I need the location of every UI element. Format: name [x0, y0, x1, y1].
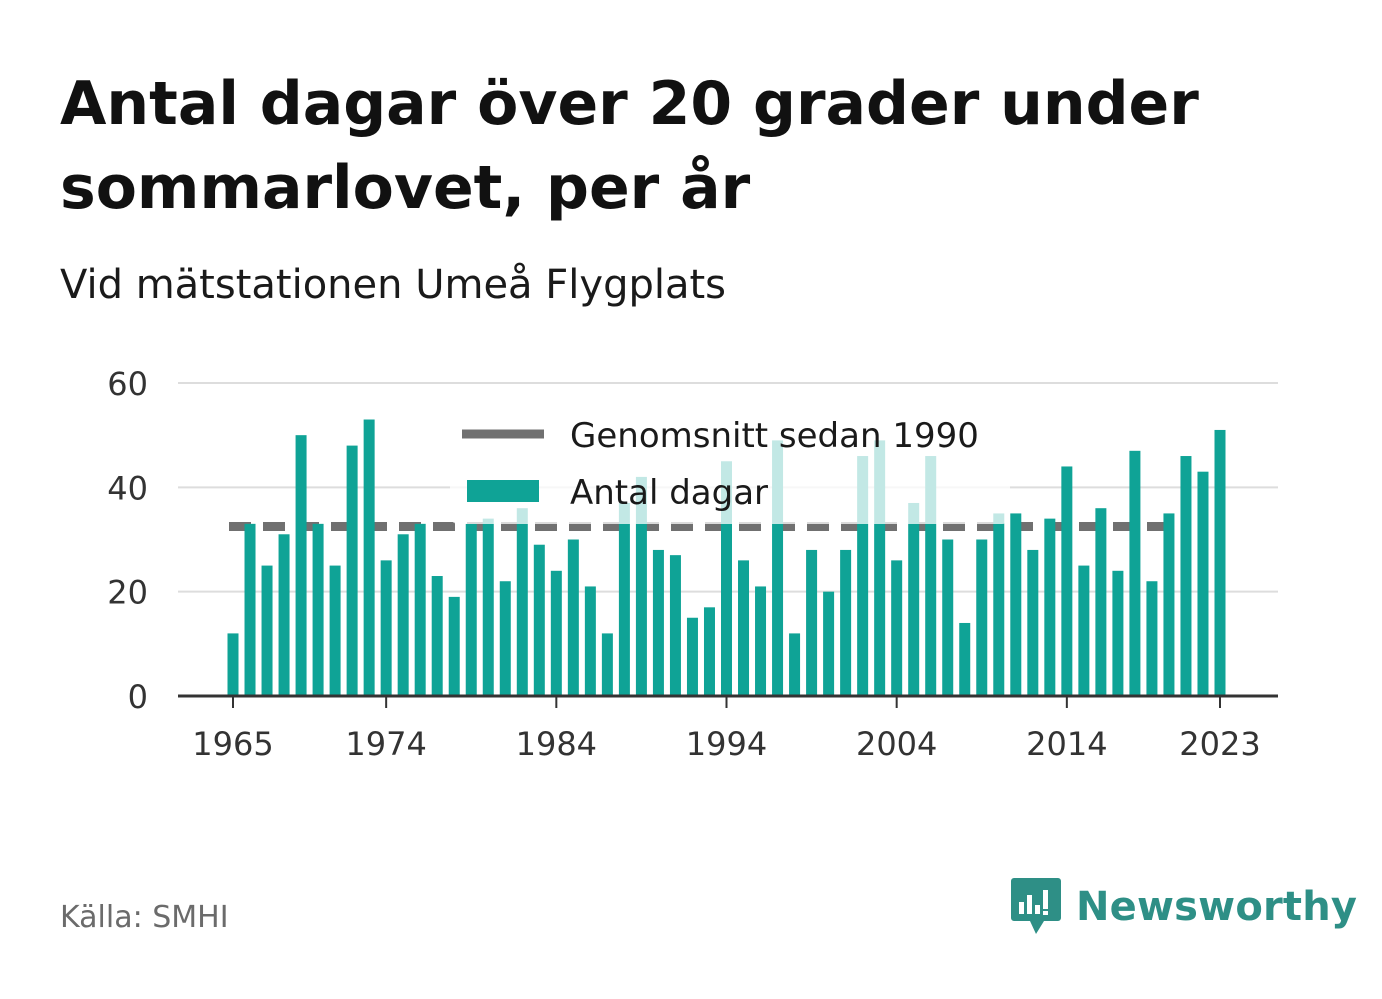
- bar: [533, 544, 545, 696]
- x-tick-label: 1965: [192, 725, 273, 763]
- bar: [755, 586, 767, 696]
- bar: [1163, 513, 1175, 696]
- bar: [1044, 518, 1056, 696]
- bar: [448, 596, 460, 696]
- bar: [823, 591, 835, 696]
- x-tick-label: 2023: [1179, 725, 1260, 763]
- bar: [891, 560, 903, 696]
- legend-label-average: Genomsnitt sedan 1990: [570, 416, 979, 456]
- bar: [1129, 450, 1141, 696]
- brand-logo: Newsworthy: [1010, 876, 1357, 938]
- brand-name: Newsworthy: [1076, 884, 1358, 930]
- bar: [601, 633, 613, 696]
- bar: [278, 534, 290, 696]
- chart-title: Antal dagar över 20 grader under sommarl…: [60, 69, 1199, 223]
- bar: [635, 476, 647, 696]
- y-tick-label: 40: [107, 469, 148, 507]
- x-tick-label: 2014: [1026, 725, 1107, 763]
- legend-box: [450, 408, 1010, 524]
- bar: [295, 435, 307, 696]
- bar: [789, 633, 801, 696]
- bar: [380, 560, 392, 696]
- y-tick-label: 20: [107, 574, 148, 612]
- bar: [414, 523, 426, 696]
- bar: [669, 555, 681, 696]
- bar: [1010, 513, 1022, 696]
- bar: [874, 440, 886, 696]
- legend-label-bars: Antal dagar: [570, 473, 768, 513]
- y-tick-label: 60: [107, 365, 148, 403]
- bar: [1112, 570, 1124, 696]
- bar: [227, 633, 239, 696]
- bar: [1027, 549, 1039, 696]
- bar: [1061, 466, 1073, 696]
- bar: [346, 445, 358, 696]
- bar: [976, 539, 988, 696]
- chart-subtitle: Vid mätstationen Umeå Flygplats: [60, 262, 726, 308]
- x-tick-label: 1984: [516, 725, 597, 763]
- y-tick-label: 0: [128, 678, 148, 716]
- bar: [840, 549, 852, 696]
- bar: [1197, 471, 1209, 696]
- bar: [244, 523, 256, 696]
- bar: [857, 456, 869, 696]
- x-tick-label: 1994: [686, 725, 767, 763]
- bar: [959, 622, 971, 696]
- bar: [1180, 456, 1192, 696]
- bar: [363, 419, 375, 696]
- bar: [738, 560, 750, 696]
- bar: [516, 508, 528, 696]
- bar: [567, 539, 579, 696]
- bar: [1078, 565, 1090, 696]
- bar: [261, 565, 273, 696]
- bar: [1095, 508, 1107, 696]
- bar: [1146, 581, 1158, 696]
- legend-swatch-bars: [467, 480, 539, 502]
- source-note: Källa: SMHI: [60, 900, 229, 935]
- bar: [806, 549, 818, 696]
- x-tick-label: 1974: [345, 725, 426, 763]
- bar: [908, 502, 920, 696]
- bar: [465, 523, 477, 696]
- bar: [431, 576, 443, 696]
- bar: [1214, 429, 1226, 696]
- bar: [772, 440, 784, 696]
- bar: [652, 549, 664, 696]
- x-tick-label: 2004: [856, 725, 937, 763]
- bar: [482, 518, 494, 696]
- bar: [618, 502, 630, 696]
- bar: [499, 581, 511, 696]
- bar: [942, 539, 954, 696]
- bar: [550, 570, 562, 696]
- bar: [584, 586, 596, 696]
- bar: [703, 607, 715, 696]
- newsworthy-logo-icon: [1011, 878, 1061, 934]
- bar: [993, 513, 1005, 696]
- bar: [721, 461, 732, 696]
- bar: [397, 534, 409, 696]
- bar: [686, 617, 698, 696]
- bar: [329, 565, 341, 696]
- bar: [312, 523, 324, 696]
- bar: [925, 456, 937, 696]
